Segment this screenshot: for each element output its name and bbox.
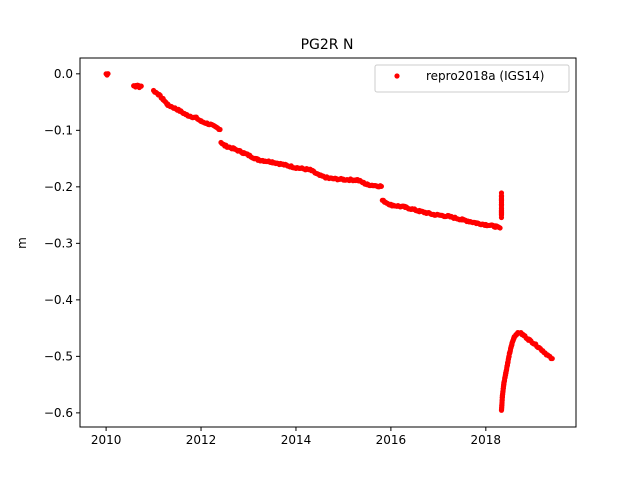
data-points [103, 71, 555, 413]
y-axis-label: m [15, 237, 29, 249]
y-tick-label: −0.1 [44, 123, 73, 137]
legend-frame [374, 64, 570, 93]
chart-title: PG2R N [301, 37, 354, 53]
x-tick-label: 2016 [376, 433, 407, 447]
x-tick-label: 2018 [471, 433, 502, 447]
data-point [217, 126, 223, 133]
y-tick-label: −0.3 [44, 236, 73, 250]
x-tick-label: 2010 [91, 433, 122, 447]
legend-series-label: repro2018a (IGS14) [426, 69, 544, 83]
y-tick-label: −0.4 [44, 293, 73, 307]
legend-marker [394, 73, 400, 79]
y-tick-label: −0.2 [44, 180, 73, 194]
x-tick-label: 2014 [281, 433, 312, 447]
data-point [498, 214, 505, 221]
legend: repro2018a (IGS14) [374, 64, 570, 93]
y-tick-label: −0.6 [44, 406, 73, 420]
x-axis: 2010 2012 2014 2016 2018 [91, 427, 501, 447]
y-tick-label: −0.5 [44, 349, 73, 363]
y-axis: 0.0 −0.1 −0.2 −0.3 −0.4 −0.5 −0.6 [44, 67, 80, 420]
y-tick-label: 0.0 [54, 67, 73, 81]
data-point [138, 83, 144, 89]
data-point [497, 225, 503, 231]
plot-area-frame [79, 57, 577, 428]
data-point [549, 355, 555, 362]
data-point [105, 71, 111, 77]
data-point [378, 183, 384, 189]
x-tick-label: 2012 [186, 433, 217, 447]
